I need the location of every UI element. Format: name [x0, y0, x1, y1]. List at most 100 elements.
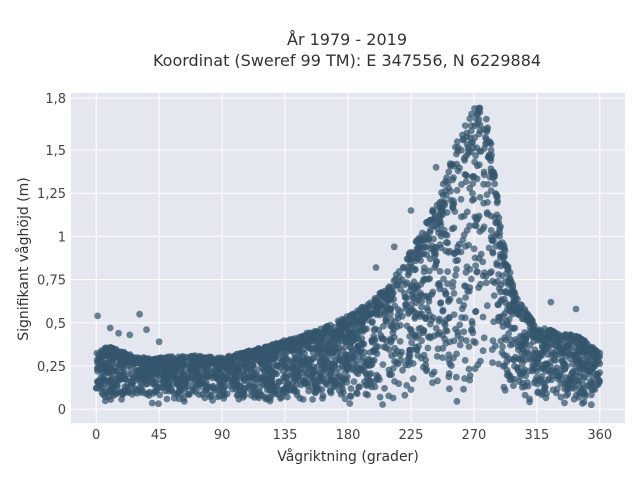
data-point-1472 [463, 227, 471, 234]
data-point-3025 [431, 216, 438, 223]
data-point-2287 [445, 314, 453, 321]
data-point-1546 [577, 360, 584, 368]
data-point-2407 [532, 355, 539, 363]
data-point-2344 [554, 330, 562, 338]
data-point-3020 [371, 296, 379, 304]
data-point-2973 [452, 143, 459, 151]
data-point-3111 [547, 298, 555, 306]
data-point-1815 [144, 389, 152, 397]
data-point-956 [418, 303, 425, 311]
data-point-2013 [457, 248, 465, 256]
data-point-2316 [431, 264, 439, 271]
data-point-3046 [510, 298, 518, 306]
data-point-2880 [386, 283, 393, 290]
data-point-2529 [160, 376, 168, 384]
data-point-1881 [262, 395, 269, 403]
data-point-3062 [522, 316, 530, 324]
data-point-2451 [241, 385, 248, 393]
data-point-2964 [450, 174, 457, 182]
data-point-2341 [561, 385, 568, 393]
data-point-2470 [561, 360, 568, 368]
data-point-2255 [172, 370, 179, 377]
data-point-251 [461, 356, 469, 364]
data-point-1843 [440, 275, 447, 283]
data-point-1067 [457, 195, 465, 203]
data-point-1853 [439, 354, 446, 361]
data-point-713 [587, 401, 595, 409]
data-point-599 [436, 267, 444, 275]
data-point-2576 [498, 349, 506, 357]
data-point-2325 [403, 356, 411, 364]
data-point-2566 [234, 391, 242, 399]
data-point-2861 [472, 115, 480, 123]
data-point-1714 [275, 354, 283, 362]
y-tick-label-4: 1 [58, 230, 66, 245]
data-point-1316 [379, 322, 387, 330]
data-point-2817 [458, 146, 465, 154]
data-point-414 [364, 391, 372, 399]
data-point-2948 [345, 319, 353, 327]
data-point-2553 [411, 332, 418, 340]
data-point-1855 [338, 362, 346, 370]
data-point-1890 [552, 389, 560, 397]
data-point-3057 [578, 345, 586, 353]
data-point-2436 [451, 250, 459, 257]
data-point-2170 [297, 381, 305, 389]
data-point-2583 [490, 237, 497, 245]
data-point-2042 [471, 222, 479, 229]
y-tick-label-1: 0,25 [37, 360, 66, 375]
data-point-3107 [372, 264, 380, 271]
data-point-2450 [453, 350, 460, 358]
data-point-2288 [204, 365, 212, 373]
data-point-2518 [185, 373, 193, 381]
data-point-2822 [474, 120, 481, 128]
data-point-2477 [466, 266, 474, 273]
data-point-2554 [471, 365, 479, 373]
data-point-2350 [565, 379, 572, 387]
data-point-2254 [488, 346, 496, 353]
data-point-3053 [332, 330, 340, 337]
data-point-2111 [453, 186, 461, 194]
data-point-2556 [462, 294, 469, 301]
data-point-2077 [243, 364, 251, 372]
data-point-2187 [376, 311, 384, 319]
data-point-2236 [458, 305, 466, 313]
data-point-2122 [363, 325, 370, 333]
y-tick-label-6: 1,5 [45, 144, 66, 159]
data-point-1758 [409, 375, 417, 383]
data-point-138 [350, 378, 358, 385]
data-point-526 [163, 395, 171, 403]
data-point-2404 [483, 115, 490, 123]
data-point-2990 [511, 290, 519, 298]
data-point-2916 [495, 219, 503, 227]
data-point-2578 [305, 360, 312, 368]
data-point-2731 [404, 271, 412, 279]
data-point-2464 [417, 289, 424, 297]
data-point-3011 [339, 318, 347, 326]
data-point-2510 [433, 353, 441, 360]
data-point-1912 [526, 398, 533, 406]
data-point-2393 [100, 373, 108, 381]
data-point-2115 [226, 368, 234, 375]
data-point-2506 [422, 275, 429, 283]
data-point-1586 [513, 365, 521, 372]
data-point-2508 [454, 257, 462, 264]
data-point-3105 [143, 326, 150, 334]
data-point-2951 [360, 309, 368, 317]
data-point-2011 [542, 341, 549, 349]
data-point-1183 [460, 385, 467, 393]
data-point-1434 [453, 266, 460, 273]
data-point-1502 [491, 180, 499, 188]
data-point-578 [456, 297, 463, 305]
data-point-2366 [110, 381, 118, 389]
data-point-1947 [468, 317, 476, 325]
data-point-2542 [102, 389, 110, 397]
data-point-2541 [316, 345, 324, 353]
data-point-1942 [434, 225, 442, 233]
data-point-2577 [353, 364, 361, 372]
data-point-2547 [154, 371, 162, 379]
data-point-2086 [413, 310, 421, 318]
data-point-2227 [334, 349, 341, 357]
data-point-1596 [442, 177, 450, 185]
data-point-2538 [386, 306, 394, 314]
